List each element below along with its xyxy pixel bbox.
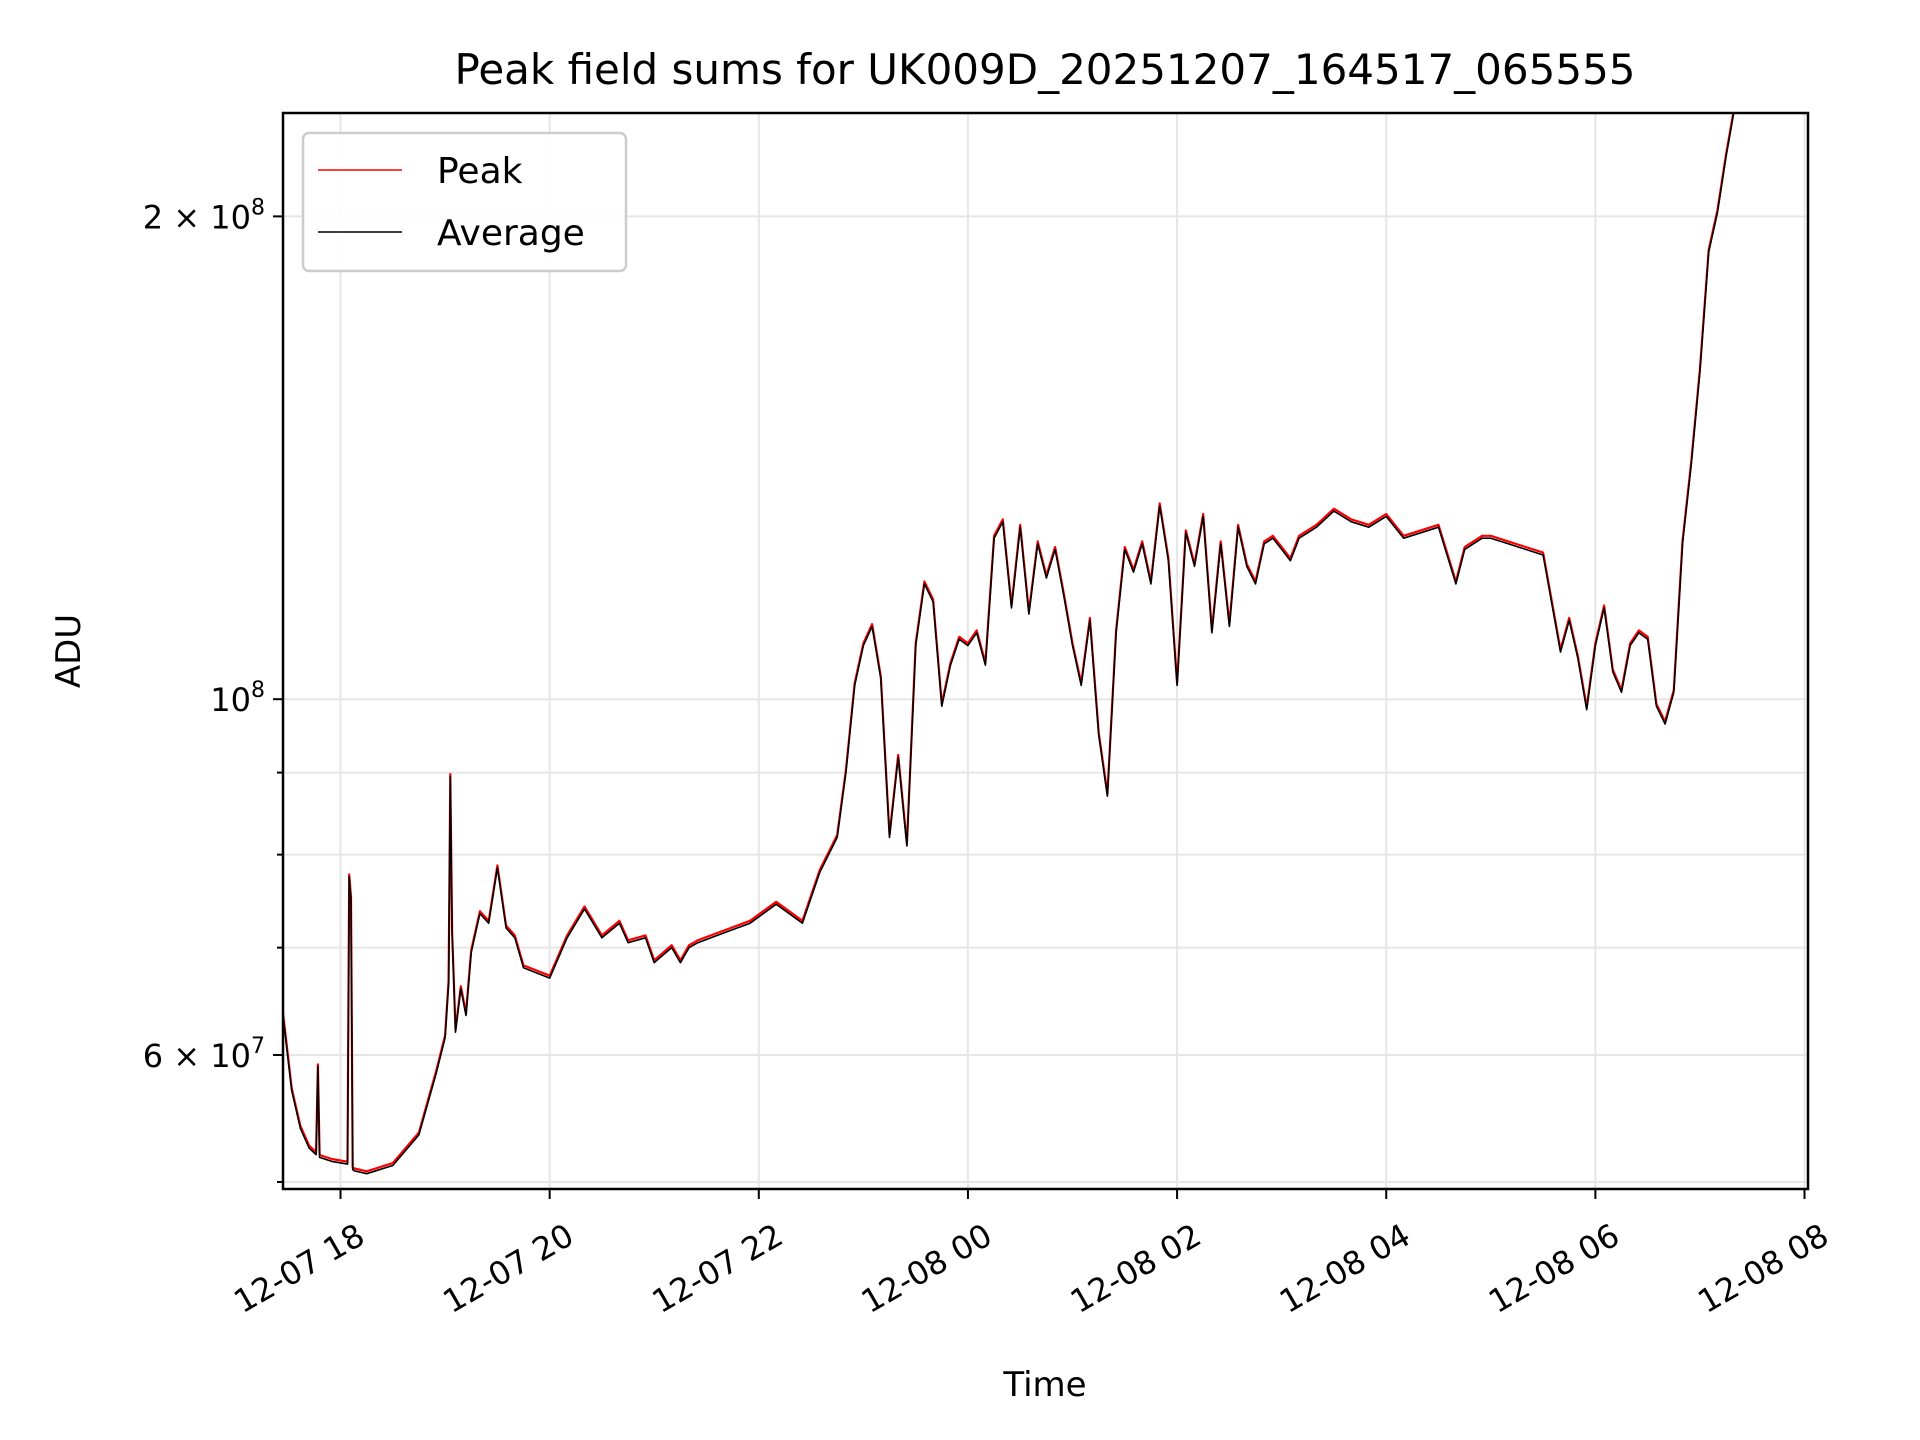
y-tick-label: 6 × 107 bbox=[143, 1034, 265, 1075]
x-axis-label: Time bbox=[1002, 1365, 1086, 1405]
chart-title: Peak field sums for UK009D_20251207_1645… bbox=[454, 45, 1635, 94]
series-line-average bbox=[283, 113, 1735, 1175]
series-lines bbox=[283, 113, 1735, 1175]
legend-label-peak: Peak bbox=[437, 151, 523, 192]
legend-box bbox=[301, 131, 628, 273]
y-tick-label: 108 bbox=[210, 678, 265, 719]
legend: Peak Average bbox=[301, 131, 628, 273]
y-axis-label: ADU bbox=[49, 614, 89, 688]
grid-lines bbox=[283, 113, 1808, 1189]
legend-label-average: Average bbox=[437, 213, 585, 254]
y-tick-label: 2 × 108 bbox=[143, 195, 265, 236]
plot-frame bbox=[281, 111, 1810, 1191]
